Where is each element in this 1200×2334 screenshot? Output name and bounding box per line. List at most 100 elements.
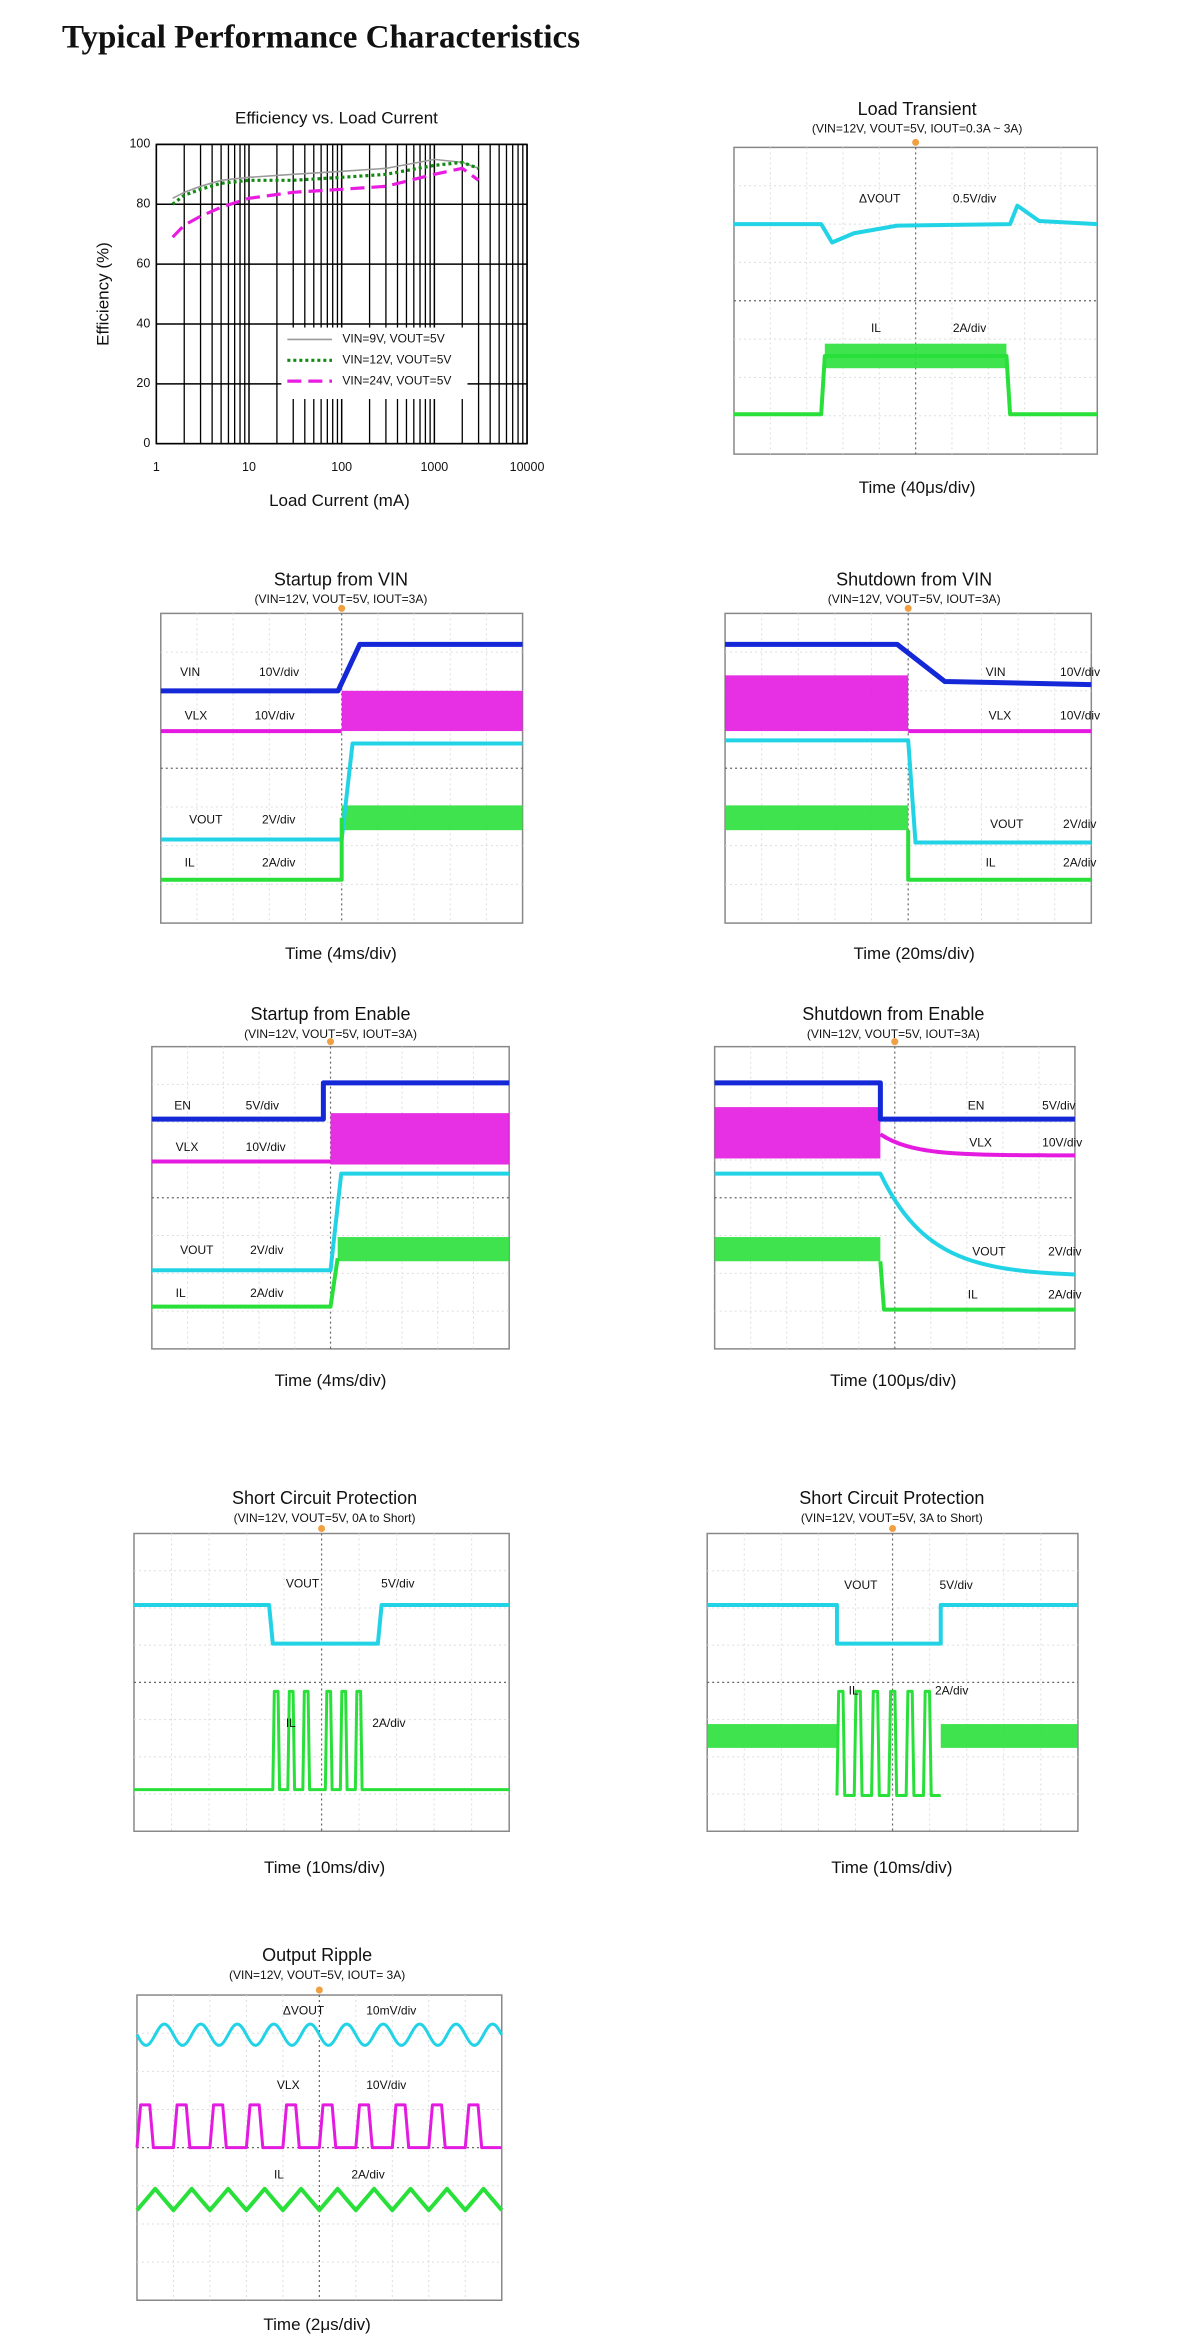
legend-label: VIN=24V, VOUT=5V — [342, 373, 451, 387]
trace-band — [341, 805, 523, 831]
trace — [714, 1171, 1076, 1277]
channel-name: VLX — [185, 708, 208, 722]
y-tick-label: 40 — [136, 316, 150, 330]
trace — [133, 1602, 510, 1646]
channel-scale: 2A/div — [250, 1286, 283, 1300]
trace — [725, 641, 1092, 688]
trace — [151, 1171, 510, 1273]
channel-scale: 5V/div — [246, 1098, 279, 1112]
x-tick-label: 10000 — [510, 460, 545, 474]
scope-title: Load Transient — [858, 99, 977, 119]
y-tick-label: 80 — [136, 197, 150, 211]
scope-time-label: Time (40μs/div) — [859, 478, 976, 497]
trace — [135, 2103, 502, 2150]
scope-title: Short Circuit Protection — [799, 1488, 984, 1508]
scope-time-label: Time (2μs/div) — [263, 2315, 370, 2334]
scope-capture: Shutdown from VIN (VIN=12V, VOUT=5V, IOUT… — [724, 569, 1100, 963]
scope-title: Output Ripple — [262, 1945, 372, 1965]
channel-name: EN — [174, 1098, 191, 1112]
trace-band — [940, 1724, 1078, 1748]
channel-scale: 10V/div — [366, 2078, 406, 2092]
series-line — [171, 160, 480, 206]
trace-band — [725, 675, 909, 732]
channel-scale: 10V/div — [1060, 665, 1100, 679]
x-tick-label: 100 — [331, 460, 352, 474]
channel-name: IL — [274, 2167, 284, 2181]
trace — [879, 1132, 1075, 1158]
channel-name: VIN — [180, 665, 200, 679]
channel-name: VOUT — [972, 1244, 1006, 1258]
scope-subtitle: (VIN=12V, VOUT=5V, 0A to Short) — [234, 1511, 416, 1525]
channel-scale: 10V/div — [246, 1140, 286, 1154]
channel-name: VOUT — [990, 817, 1024, 831]
channel-scale: 10V/div — [255, 708, 295, 722]
y-tick-label: 20 — [136, 376, 150, 390]
channel-name: ΔVOUT — [283, 2004, 325, 2018]
x-axis-label: Load Current (mA) — [269, 491, 410, 510]
channel-name: VIN — [986, 665, 1006, 679]
trace-band — [714, 1237, 881, 1262]
channel-name: VLX — [969, 1136, 992, 1150]
trigger-marker — [318, 1524, 326, 1532]
y-tick-label: 0 — [143, 436, 150, 450]
scope-time-label: Time (20ms/div) — [854, 944, 975, 963]
channel-scale: 2A/div — [953, 321, 986, 335]
channel-scale: 10V/div — [1042, 1136, 1082, 1150]
channel-scale: 2V/div — [250, 1243, 283, 1257]
trace — [135, 2022, 504, 2047]
trace-band — [714, 1107, 881, 1159]
scope-time-label: Time (10ms/div) — [831, 1858, 952, 1877]
trace-band — [341, 690, 523, 732]
scope-time-label: Time (4ms/div) — [275, 1371, 387, 1390]
y-tick-label: 60 — [136, 256, 150, 270]
legend-label: VIN=9V, VOUT=5V — [342, 332, 444, 346]
trace — [733, 353, 1098, 417]
channel-name: EN — [968, 1098, 985, 1112]
channel-scale: 5V/div — [939, 1578, 972, 1592]
scope-capture: Startup from VIN (VIN=12V, VOUT=5V, IOUT=… — [160, 569, 524, 963]
trace-band — [707, 1724, 837, 1748]
scope-subtitle: (VIN=12V, VOUT=5V, IOUT=0.3A ~ 3A) — [812, 122, 1023, 136]
scope-subtitle: (VIN=12V, VOUT=5V, 3A to Short) — [801, 1511, 983, 1525]
channel-scale: 2V/div — [1048, 1244, 1081, 1258]
channel-name: IL — [968, 1287, 978, 1301]
channel-scale: 10mV/div — [366, 2004, 416, 2018]
channel-scale: 5V/div — [1042, 1098, 1075, 1112]
series-line — [171, 166, 480, 239]
trigger-marker — [338, 604, 346, 612]
y-axis-label: Efficiency (%) — [94, 242, 113, 346]
scope-subtitle: (VIN=12V, VOUT=5V, IOUT=3A) — [807, 1027, 980, 1041]
trace — [160, 817, 344, 882]
trace — [133, 1689, 510, 1792]
trace — [160, 641, 523, 694]
channel-name: ΔVOUT — [859, 192, 901, 206]
channel-name: VLX — [176, 1140, 199, 1154]
scope-time-label: Time (10ms/div) — [264, 1858, 385, 1877]
trigger-marker — [904, 604, 912, 612]
legend-label: VIN=12V, VOUT=5V — [342, 352, 451, 366]
trigger-marker — [327, 1038, 335, 1046]
channel-scale: 2V/div — [1063, 817, 1096, 831]
trigger-marker — [912, 138, 920, 146]
plot-frame — [155, 143, 528, 445]
channel-scale: 2A/div — [351, 2167, 384, 2181]
scope-time-label: Time (4ms/div) — [285, 944, 397, 963]
channel-name: VLX — [989, 708, 1012, 722]
page-title: Typical Performance Characteristics — [62, 20, 580, 56]
channel-name: IL — [986, 856, 996, 870]
x-tick-label: 1000 — [420, 460, 448, 474]
channel-scale: 2A/div — [372, 1716, 405, 1730]
trace — [135, 2186, 504, 2213]
trace — [733, 203, 1098, 245]
x-tick-label: 10 — [242, 460, 256, 474]
channel-name: IL — [849, 1683, 859, 1697]
scope-title: Startup from VIN — [274, 569, 408, 589]
trace — [878, 1261, 1075, 1312]
trace-band — [330, 1113, 510, 1165]
scope-title: Startup from Enable — [250, 1004, 410, 1024]
scope-subtitle: (VIN=12V, VOUT=5V, IOUT=3A) — [255, 592, 428, 606]
trace — [707, 1602, 1078, 1646]
channel-scale: 5V/div — [381, 1576, 414, 1590]
